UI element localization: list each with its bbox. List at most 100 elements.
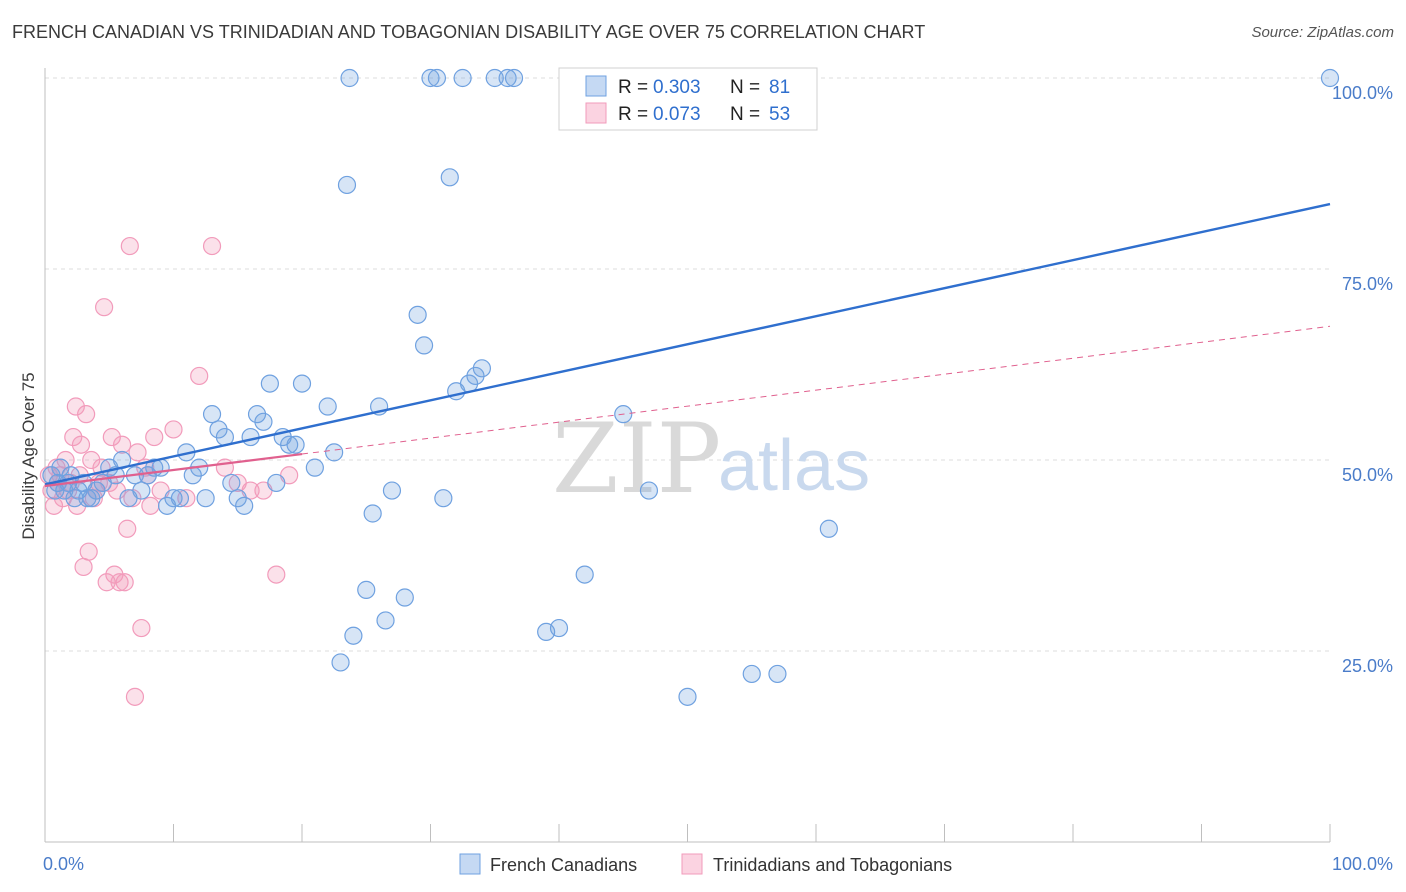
y-tick-label-75: 75.0% (1342, 274, 1393, 294)
point-french-canadian-25 (170, 489, 190, 508)
correlation-legend: R = 0.303 N = 81 R = 0.073 N = 53 (558, 67, 818, 131)
y-tick-label-25: 25.0% (1342, 656, 1393, 676)
point-french-canadian-3 (51, 458, 70, 477)
y-axis-title: Disability Age Over 75 (19, 372, 38, 539)
point-trinidadian-31 (115, 573, 134, 592)
point-french-canadian-50 (340, 68, 359, 88)
point-french-canadian-19 (132, 481, 151, 500)
point-french-canadian-60 (421, 68, 440, 88)
trend-line-trinidadians-solid (44, 452, 303, 488)
point-trinidadian-43 (164, 420, 183, 439)
point-trinidadian-11 (66, 397, 85, 416)
point-trinidadian-14 (71, 435, 91, 454)
point-french-canadian-24 (164, 489, 183, 508)
point-french-canadian-31 (209, 420, 228, 439)
point-trinidadian-33 (120, 236, 139, 256)
point-french-canadian-71 (504, 68, 524, 88)
point-trinidadian-40 (141, 496, 160, 515)
axes (44, 68, 1331, 843)
point-french-canadian-48 (331, 653, 350, 672)
point-french-canadian-62 (434, 489, 453, 508)
point-french-canadian-51 (344, 626, 363, 645)
point-french-canadian-56 (382, 481, 402, 500)
point-trinidadian-41 (145, 427, 164, 447)
point-french-canadian-33 (222, 473, 241, 493)
point-french-canadian-58 (408, 305, 427, 324)
point-french-canadian-68 (472, 359, 491, 378)
legend-n-value-1: 81 (769, 77, 790, 98)
series-swatch-trinidadians (681, 853, 703, 875)
point-trinidadian-45 (190, 366, 209, 386)
point-french-canadian-35 (235, 496, 254, 515)
point-french-canadian-47 (325, 443, 344, 462)
watermark-zip: ZIP (552, 403, 721, 515)
point-french-canadian-59 (414, 336, 434, 355)
legend-r-value-1: 0.303 (653, 77, 701, 98)
point-french-canadian-46 (318, 397, 337, 416)
point-french-canadian-40 (267, 473, 286, 493)
trend-line-trinidadians-dashed (301, 325, 1331, 455)
chart-title: FRENCH CANADIAN VS TRINIDADIAN AND TOBAG… (12, 22, 926, 42)
legend-n-label-1: N = (730, 77, 760, 98)
point-trinidadian-51 (267, 565, 286, 584)
point-french-canadian-37 (247, 405, 267, 424)
y-tick-label-50: 50.0% (1342, 465, 1393, 485)
legend-r-value-2: 0.073 (653, 104, 701, 125)
legend-r-label-2: R = (618, 104, 648, 125)
point-french-canadian-80 (819, 519, 838, 538)
y-tick-labels: 25.0% 50.0% 75.0% 100.0% (1332, 83, 1393, 676)
point-french-canadian-73 (549, 618, 569, 638)
point-french-canadian-34 (228, 489, 247, 508)
point-french-canadian-61 (427, 68, 447, 88)
point-trinidadian-30 (112, 435, 132, 454)
point-french-canadian-76 (639, 481, 659, 500)
point-trinidadian-37 (132, 618, 151, 638)
point-french-canadian-42 (280, 435, 299, 454)
point-french-canadian-12 (87, 481, 106, 500)
series-label-french-canadians: French Canadians (490, 855, 637, 875)
point-french-canadian-53 (363, 504, 382, 523)
legend-n-label-2: N = (730, 104, 760, 125)
point-trinidadian-47 (215, 458, 234, 477)
point-trinidadian-17 (79, 542, 98, 561)
point-french-canadian-30 (202, 405, 222, 424)
series-legend: French Canadians Trinidadians and Tobago… (459, 853, 952, 875)
point-french-canadian-52 (357, 580, 376, 599)
point-trinidadian-10 (64, 427, 83, 447)
point-trinidadian-24 (97, 573, 116, 592)
point-french-canadian-45 (305, 458, 324, 477)
grid-lines (45, 77, 1330, 652)
data-points (39, 68, 1340, 706)
point-french-canadian-63 (440, 168, 459, 187)
point-trinidadian-46 (202, 236, 222, 256)
legend-n-value-2: 53 (769, 104, 790, 125)
point-french-canadian-78 (742, 664, 761, 684)
point-french-canadian-70 (498, 68, 517, 88)
point-french-canadian-81 (1320, 68, 1340, 88)
y-tick-label-100: 100.0% (1332, 83, 1393, 103)
point-french-canadian-67 (466, 366, 485, 386)
point-french-canadian-79 (768, 664, 787, 684)
point-french-canadian-74 (575, 565, 594, 584)
point-french-canadian-39 (260, 374, 279, 393)
legend-swatch-pink (585, 102, 607, 124)
series-label-trinidadians: Trinidadians and Tobagonians (713, 855, 952, 875)
point-french-canadian-55 (376, 611, 395, 630)
series-swatch-french-canadians (459, 853, 481, 875)
x-tick-label-min: 0.0% (43, 854, 84, 874)
point-french-canadian-43 (286, 435, 305, 454)
x-tick-label-max: 100.0% (1332, 854, 1393, 874)
chart-source: Source: ZipAtlas.com (1251, 24, 1394, 41)
point-french-canadian-49 (337, 175, 357, 195)
point-trinidadian-23 (95, 298, 114, 317)
point-trinidadian-29 (110, 573, 129, 592)
watermark: ZIP atlas (552, 403, 870, 515)
point-french-canadian-29 (196, 489, 215, 508)
point-trinidadian-26 (102, 427, 121, 447)
point-trinidadian-15 (74, 557, 93, 577)
point-french-canadian-38 (254, 412, 273, 431)
trend-lines (44, 202, 1331, 488)
point-trinidadian-44 (177, 489, 196, 508)
point-french-canadian-44 (292, 374, 312, 393)
